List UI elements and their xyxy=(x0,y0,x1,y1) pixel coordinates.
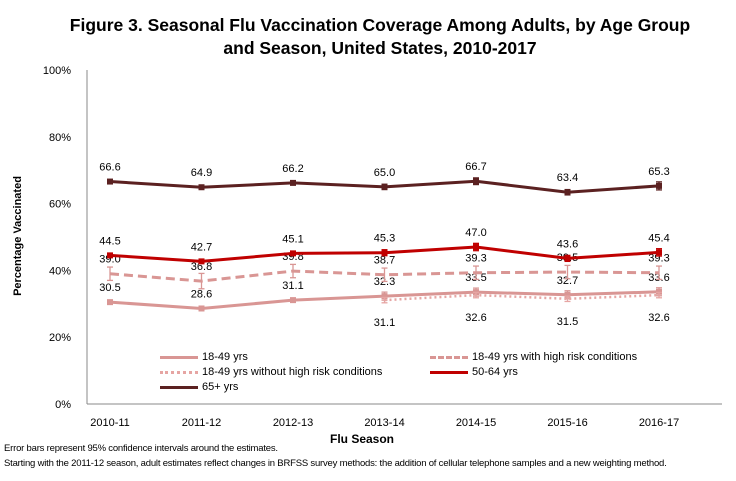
legend-label: 50-64 yrs xyxy=(472,366,518,378)
data-label: 65.0 xyxy=(374,167,395,179)
legend-label: 18-49 yrs xyxy=(202,351,248,363)
data-point xyxy=(656,249,662,256)
legend-item: 50-64 yrs xyxy=(430,366,518,378)
data-point xyxy=(656,288,662,295)
x-tick-label: 2011-12 xyxy=(182,417,222,429)
data-point xyxy=(381,183,388,190)
data-point xyxy=(107,299,113,306)
y-tick-label: 80% xyxy=(49,132,71,144)
x-tick-label: 2012-13 xyxy=(273,417,313,429)
legend-swatch xyxy=(430,370,468,374)
data-label: 65.3 xyxy=(648,166,669,178)
data-label: 31.1 xyxy=(282,280,303,292)
data-label: 45.3 xyxy=(374,233,395,245)
footnote-brfss: Starting with the 2011-12 season, adult … xyxy=(4,458,667,469)
data-label: 32.6 xyxy=(465,312,486,324)
data-point xyxy=(564,255,571,262)
legend-item: 65+ yrs xyxy=(160,381,238,393)
data-point xyxy=(381,249,388,256)
y-tick-label: 0% xyxy=(55,399,71,411)
data-point xyxy=(107,252,113,259)
data-label: 63.4 xyxy=(557,172,578,184)
legend-label: 18-49 yrs without high risk conditions xyxy=(202,366,383,378)
y-tick-label: 20% xyxy=(49,332,71,344)
legend-label: 65+ yrs xyxy=(202,381,239,393)
data-label: 38.7 xyxy=(374,255,395,267)
legend-swatch xyxy=(160,355,198,359)
x-tick-label: 2015-16 xyxy=(547,417,587,429)
data-point xyxy=(198,305,205,312)
data-point xyxy=(198,258,205,265)
data-point xyxy=(198,184,205,191)
data-label: 39.3 xyxy=(648,253,669,265)
data-label: 66.6 xyxy=(99,162,120,174)
data-label: 31.5 xyxy=(557,316,578,328)
data-point xyxy=(290,250,296,257)
y-tick-label: 60% xyxy=(49,199,71,211)
data-point xyxy=(381,293,388,300)
legend-item: 18-49 yrs without high risk conditions xyxy=(160,366,382,378)
data-label: 32.7 xyxy=(557,275,578,287)
data-label: 36.8 xyxy=(191,261,212,273)
data-label: 32.3 xyxy=(374,276,395,288)
data-point xyxy=(656,182,662,189)
data-point xyxy=(473,178,479,185)
data-point xyxy=(107,178,113,185)
data-label: 28.6 xyxy=(191,288,212,300)
x-tick-label: 2016-17 xyxy=(639,417,679,429)
data-label: 31.1 xyxy=(374,317,395,329)
data-point xyxy=(564,291,571,298)
y-tick-label: 100% xyxy=(43,65,71,77)
data-point xyxy=(290,179,296,186)
x-tick-label: 2010-11 xyxy=(90,417,130,429)
data-label: 43.6 xyxy=(557,238,578,250)
footnote-error-bars: Error bars represent 95% confidence inte… xyxy=(4,443,278,454)
data-point xyxy=(290,297,296,304)
data-label: 64.9 xyxy=(191,167,212,179)
y-tick-label: 40% xyxy=(49,265,71,277)
data-point xyxy=(473,244,479,251)
legend-swatch xyxy=(430,355,468,359)
data-label: 45.1 xyxy=(282,233,303,245)
data-label: 66.2 xyxy=(282,163,303,175)
data-label: 32.6 xyxy=(648,312,669,324)
legend-label: 18-49 yrs with high risk conditions xyxy=(472,351,638,363)
legend-swatch xyxy=(160,385,198,389)
x-tick-label: 2013-14 xyxy=(364,417,404,429)
legend-swatch xyxy=(160,370,198,374)
data-label: 39.3 xyxy=(465,253,486,265)
data-label: 66.7 xyxy=(465,161,486,173)
legend-item: 18-49 yrs with high risk conditions xyxy=(430,351,637,363)
data-label: 47.0 xyxy=(465,227,486,239)
data-label: 44.5 xyxy=(99,235,120,247)
x-tick-label: 2014-15 xyxy=(456,417,496,429)
x-axis-label: Flu Season xyxy=(330,432,395,446)
data-point xyxy=(564,189,571,196)
chart-title: Figure 3. Seasonal Flu Vaccination Cover… xyxy=(69,15,691,58)
series-line-2 xyxy=(384,293,660,302)
data-label: 42.7 xyxy=(191,241,212,253)
data-label: 45.4 xyxy=(648,232,669,244)
legend-item: 18-49 yrs xyxy=(160,351,248,363)
data-label: 30.5 xyxy=(99,282,120,294)
